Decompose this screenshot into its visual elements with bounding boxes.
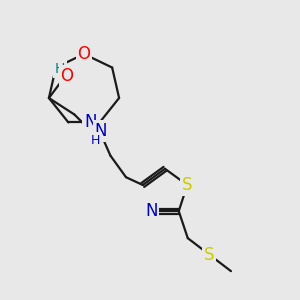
- Text: S: S: [182, 176, 193, 194]
- Text: S: S: [204, 246, 214, 264]
- Text: O: O: [60, 67, 74, 85]
- Text: H: H: [91, 134, 100, 146]
- Text: N: N: [84, 113, 97, 131]
- Text: N: N: [145, 202, 158, 220]
- Text: O: O: [77, 45, 91, 63]
- Text: N: N: [94, 122, 107, 140]
- Text: H: H: [55, 62, 65, 76]
- Text: H: H: [97, 124, 107, 137]
